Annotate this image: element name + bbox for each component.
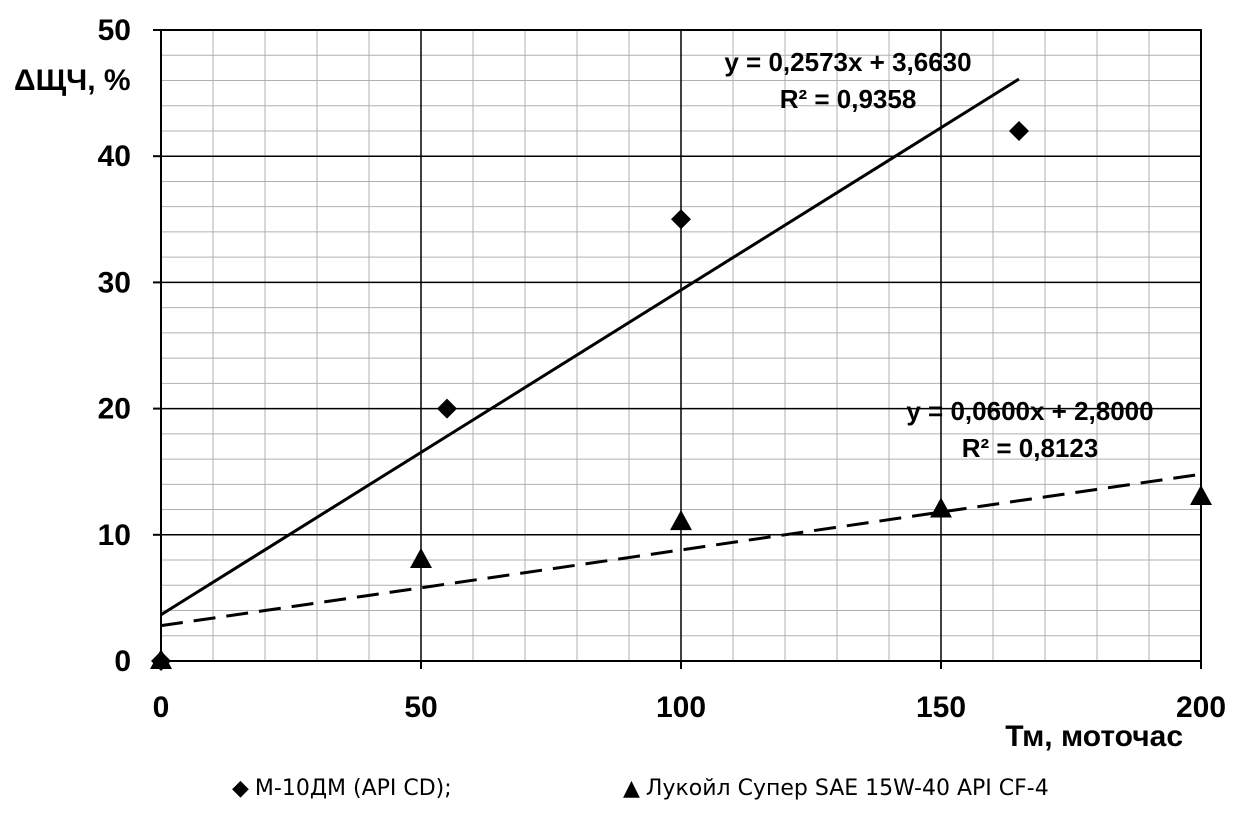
data-point-lukoil bbox=[670, 510, 692, 531]
trendline-equation-m10dm: y = 0,2573x + 3,6630 bbox=[724, 47, 971, 77]
trendlines bbox=[160, 77, 1202, 628]
data-point-m10dm bbox=[437, 398, 457, 419]
x-tick-label: 100 bbox=[656, 691, 706, 724]
data-point-lukoil bbox=[1190, 484, 1212, 505]
y-tick-label: 40 bbox=[98, 140, 131, 173]
y-tick-label: 10 bbox=[98, 519, 131, 552]
trendline-r2-lukoil: R² = 0,8123 bbox=[962, 433, 1099, 463]
trendline-r2-m10dm: R² = 0,9358 bbox=[780, 84, 917, 114]
x-tick-label: 50 bbox=[404, 691, 437, 724]
chart: 0 10 20 30 40 50 0 50 100 150 200 ΔЩЧ, % Тм, мото… bbox=[14, 14, 1226, 753]
y-axis-ticks: 0 10 20 30 40 50 bbox=[98, 14, 161, 678]
legend-item-m10dm: ◆ М-10ДМ (API CD); bbox=[232, 776, 452, 801]
x-tick-label: 200 bbox=[1176, 691, 1226, 724]
x-axis-label: Тм, моточас bbox=[1005, 720, 1183, 753]
data-point-m10dm bbox=[671, 209, 691, 230]
x-tick-label: 150 bbox=[916, 691, 966, 724]
legend-item-lukoil: ▲ Лукойл Супер SAE 15W-40 API CF-4 bbox=[623, 776, 1049, 801]
data-point-m10dm bbox=[1009, 120, 1029, 141]
legend: ◆ М-10ДМ (API CD); ▲ Лукойл Супер SAE 15W-… bbox=[0, 772, 1247, 812]
trendline-m10dm bbox=[160, 77, 1020, 617]
trendline-lukoil bbox=[160, 472, 1202, 628]
x-axis-ticks: 0 50 100 150 200 bbox=[153, 661, 1226, 724]
y-tick-label: 0 bbox=[114, 645, 131, 678]
legend-label-m10dm: М-10ДМ (API CD); bbox=[254, 776, 452, 801]
legend-label-lukoil: Лукойл Супер SAE 15W-40 API CF-4 bbox=[645, 776, 1049, 801]
y-axis-label: ΔЩЧ, % bbox=[14, 64, 131, 97]
diamond-icon: ◆ bbox=[232, 776, 249, 801]
data-point-lukoil bbox=[930, 497, 952, 518]
trendline-equation-lukoil: y = 0,0600x + 2,8000 bbox=[906, 396, 1153, 426]
data-point-lukoil bbox=[410, 548, 432, 569]
triangle-icon: ▲ bbox=[623, 776, 640, 801]
y-tick-label: 50 bbox=[98, 14, 131, 47]
x-tick-label: 0 bbox=[153, 691, 170, 724]
y-tick-label: 20 bbox=[98, 393, 131, 426]
data-points bbox=[150, 120, 1212, 671]
data-point-lukoil bbox=[150, 649, 172, 669]
y-tick-label: 30 bbox=[98, 266, 131, 299]
